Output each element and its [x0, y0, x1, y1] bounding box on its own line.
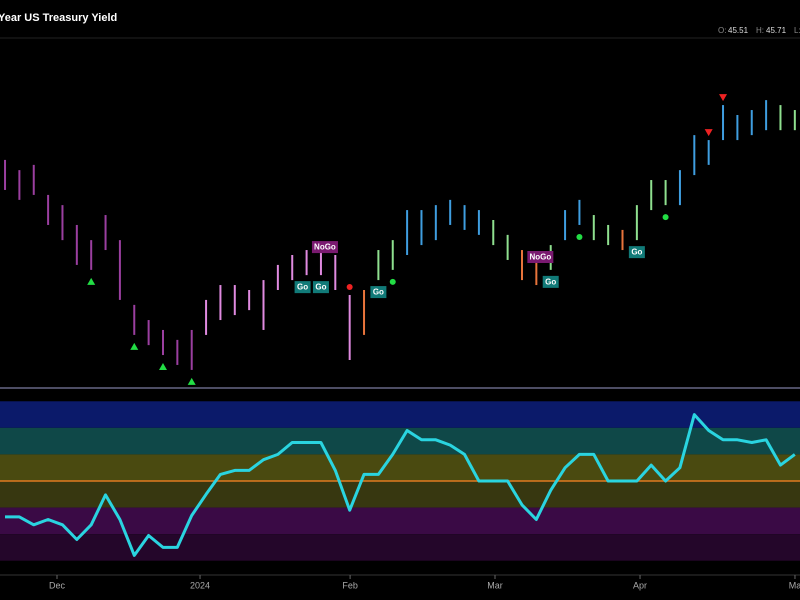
x-tick-label: Ma: [789, 580, 800, 590]
signal-label: Go: [631, 248, 642, 257]
x-tick-label: 2024: [190, 580, 210, 590]
oscillator-band: [0, 401, 800, 428]
chart-title: Year US Treasury Yield: [0, 12, 117, 24]
ohlc-value: 45.71: [766, 26, 787, 35]
signal-triangle: [704, 129, 713, 137]
signal-box: [542, 275, 559, 288]
signal-label: NoGo: [314, 243, 336, 252]
signal-box: [294, 281, 311, 294]
oscillator-band: [0, 481, 800, 508]
signal-triangle: [719, 94, 728, 102]
signal-box: [527, 251, 554, 263]
oscillator-band: [0, 454, 800, 481]
signal-dot: [346, 283, 353, 290]
ohlc-label: H:: [756, 26, 764, 35]
signal-dot: [389, 278, 396, 285]
signal-triangle: [187, 377, 196, 385]
signal-label: NoGo: [529, 253, 551, 262]
signal-label: Go: [545, 277, 556, 286]
signal-triangle: [130, 342, 139, 350]
signal-box: [312, 281, 329, 294]
ohlc-label: O:: [718, 26, 726, 35]
signal-box: [628, 246, 645, 259]
signal-label: Go: [373, 288, 384, 297]
signal-triangle: [158, 363, 167, 371]
signal-dot: [662, 214, 669, 221]
x-tick-label: Dec: [49, 580, 66, 590]
ohlc-label: L:: [794, 26, 800, 35]
x-tick-label: Apr: [633, 580, 647, 590]
oscillator-line: [5, 413, 796, 557]
ohlc-value: 45.51: [728, 26, 749, 35]
oscillator-band: [0, 534, 800, 561]
signal-dot: [576, 233, 583, 240]
x-tick-label: Feb: [342, 580, 358, 590]
signal-label: Go: [297, 283, 308, 292]
signal-label: Go: [315, 283, 326, 292]
oscillator-band: [0, 507, 800, 535]
signal-box: [311, 241, 338, 254]
signal-triangle: [87, 277, 96, 285]
x-tick-label: Mar: [487, 580, 503, 590]
signal-box: [370, 286, 387, 299]
